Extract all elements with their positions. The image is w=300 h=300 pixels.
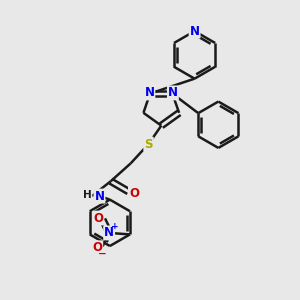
Text: N: N <box>190 25 200 38</box>
Text: −: − <box>98 249 106 259</box>
Text: O: O <box>129 187 139 200</box>
Text: N: N <box>94 190 104 202</box>
Text: H: H <box>83 190 92 200</box>
Text: N: N <box>144 86 154 99</box>
Text: S: S <box>144 138 153 151</box>
Text: +: + <box>111 222 118 231</box>
Text: O: O <box>93 212 103 225</box>
Text: N: N <box>168 86 178 99</box>
Text: N: N <box>104 226 114 239</box>
Text: O: O <box>92 241 102 254</box>
